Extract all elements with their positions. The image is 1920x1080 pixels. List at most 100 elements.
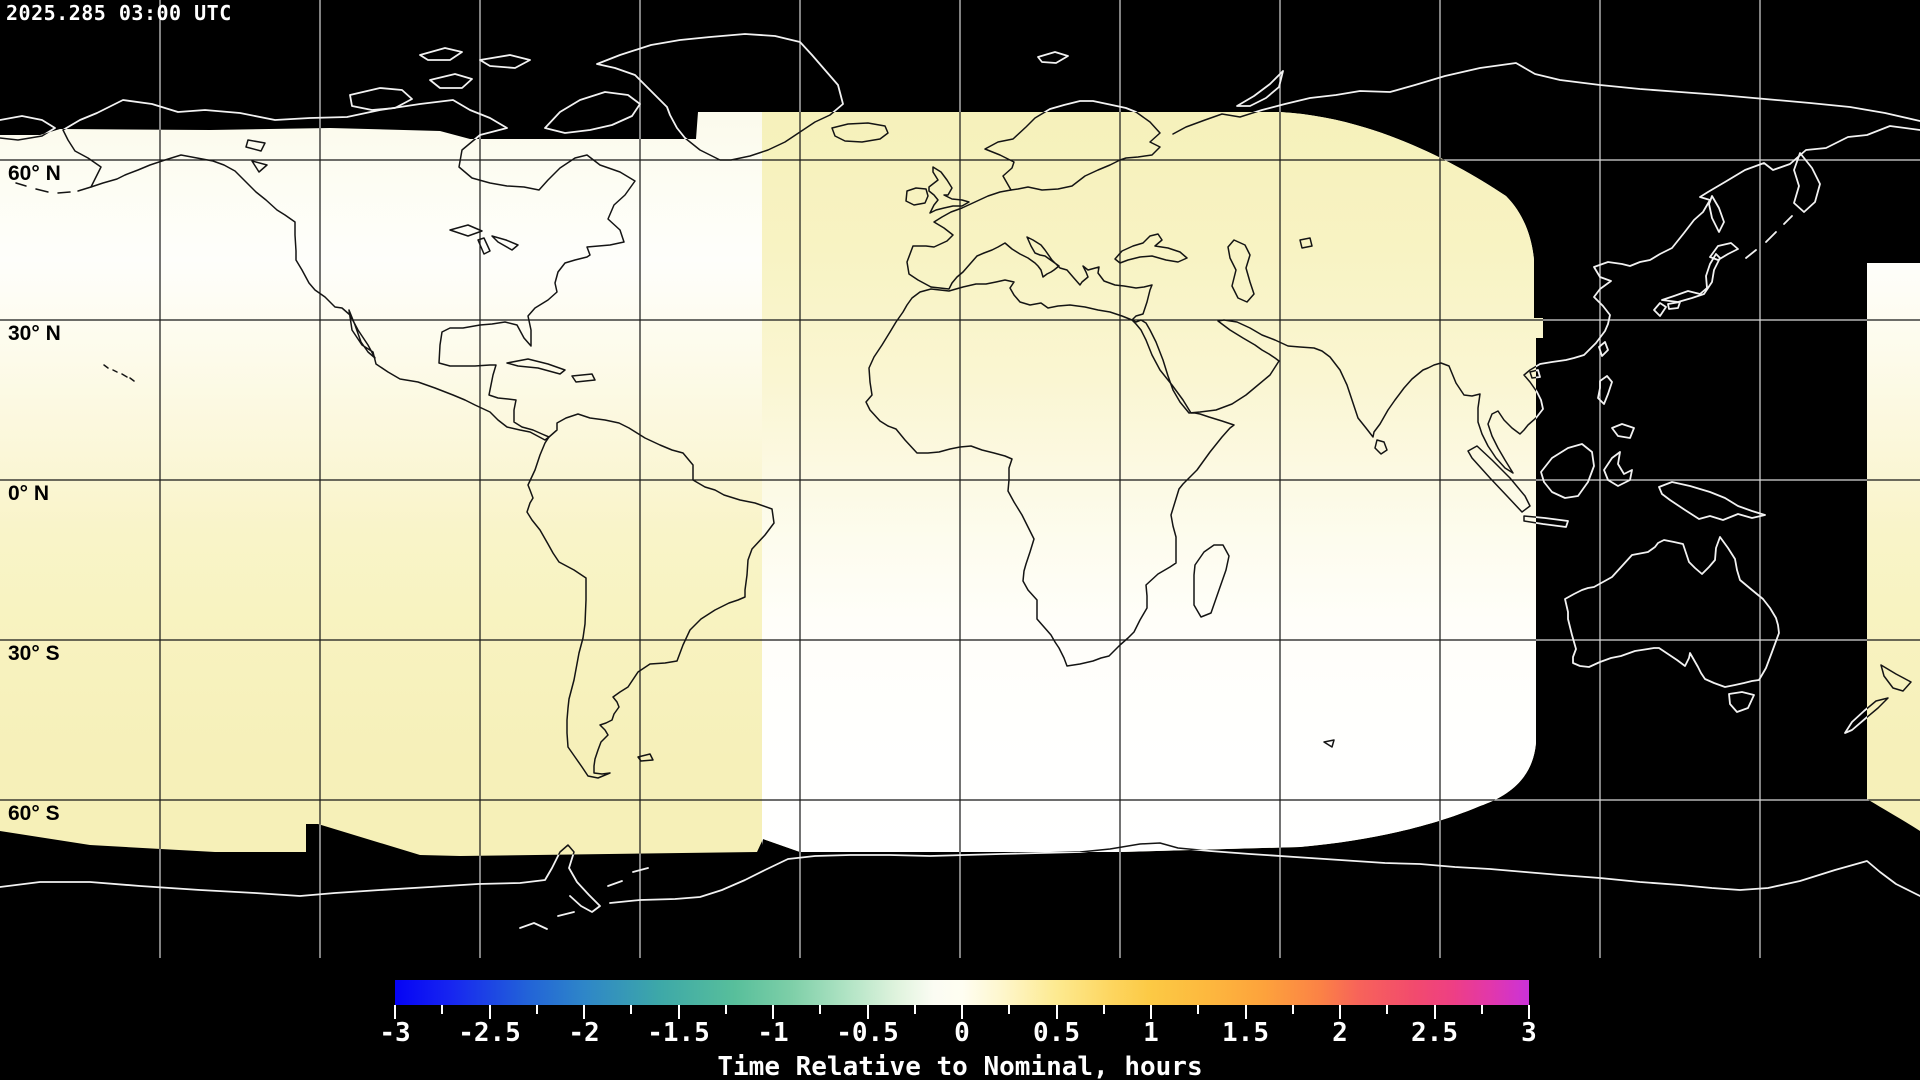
colorbar-tick-label: 0 [954, 1018, 970, 1048]
colorbar-minor-tick [630, 1005, 633, 1014]
coastline-path [1709, 242, 1739, 261]
coastline-path [121, 373, 128, 378]
colorbar-major-tick [488, 1005, 491, 1019]
coastline-path [1172, 112, 1920, 135]
coastline-path [1667, 301, 1681, 310]
coastline-path [506, 358, 566, 375]
colorbar-minor-tick [1197, 1005, 1200, 1014]
coastline-path [831, 122, 889, 143]
coastline-path [0, 844, 601, 913]
coastline-path [251, 160, 268, 173]
coastline-path [609, 842, 1920, 904]
coastline-path [1467, 445, 1531, 513]
colorbar-major-tick [866, 1005, 869, 1019]
colorbar-tick-label: 1 [1143, 1018, 1159, 1048]
coastline-path [112, 369, 118, 373]
coastline-path [1597, 375, 1613, 405]
map-canvas [0, 0, 1920, 958]
coastline-path [1540, 443, 1595, 499]
colorbar-tick-label: 0.5 [1033, 1018, 1080, 1048]
coastline-path [77, 186, 92, 192]
latitude-label: 60° N [8, 162, 61, 185]
coastline-path [1661, 253, 1721, 303]
coastline-path [906, 189, 1012, 288]
coastline-path [984, 112, 1161, 191]
coastline-path [479, 54, 531, 69]
colorbar-legend: -3 -2.5 -2 -1.5 -1 -0.5 0 0.5 1 1.5 2 2.5 3 Time Rel… [0, 960, 1920, 1080]
coastline-path [1745, 249, 1757, 259]
coastline-path [1728, 691, 1755, 713]
colorbar-minor-tick [913, 1005, 916, 1014]
colorbar-title: Time Relative to Nominal, hours [717, 1052, 1203, 1080]
coastline-path [477, 237, 491, 255]
coastline-path [1793, 152, 1821, 213]
latitude-label: 30° S [8, 642, 60, 665]
colorbar-minor-tick [535, 1005, 538, 1014]
coastline-path [607, 880, 623, 887]
colorbar-minor-tick [441, 1005, 444, 1014]
coastline-path [637, 753, 654, 762]
latitude-label: 60° S [8, 802, 60, 825]
coastline-path [1114, 233, 1188, 264]
colorbar-major-tick [961, 1005, 963, 1019]
coastline-path [519, 922, 548, 930]
coastline-path [35, 188, 49, 193]
coastline-path [419, 47, 463, 61]
coastline-path [1708, 195, 1725, 233]
coastline-path [491, 235, 519, 251]
colorbar-tick-label: 2.5 [1411, 1018, 1458, 1048]
coastline-path [571, 373, 596, 383]
coastline-path [1658, 481, 1766, 521]
colorbar-tick-label: -1 [757, 1018, 789, 1048]
coastline-path [1037, 51, 1069, 64]
coastline-path [557, 911, 575, 917]
latitude-label: 30° N [8, 322, 61, 345]
coastline-path [1598, 341, 1609, 357]
coastline-path [449, 224, 483, 237]
coastline-path [1374, 439, 1388, 455]
colorbar-gradient-bar [395, 980, 1529, 1005]
colorbar-tick-label: -2.5 [458, 1018, 521, 1048]
coastline-path [1299, 237, 1313, 249]
colorbar-minor-tick [1386, 1005, 1389, 1014]
coastline-path [1603, 451, 1633, 487]
colorbar-tick-label: -1.5 [647, 1018, 710, 1048]
colorbar-tick-label: 1.5 [1222, 1018, 1269, 1048]
colorbar-minor-tick [1008, 1005, 1011, 1014]
colorbar-major-tick [1055, 1005, 1058, 1019]
latitude-label: 0° N [8, 482, 50, 505]
coastline-path [928, 166, 970, 214]
coastline-path [349, 87, 413, 111]
coastline-path [429, 73, 473, 89]
colorbar-minor-tick [819, 1005, 822, 1014]
coastline-path [1783, 215, 1793, 225]
colorbar-minor-tick [1291, 1005, 1294, 1014]
colorbar-major-tick [1244, 1005, 1247, 1019]
coastline-path [1765, 231, 1777, 243]
coastline-path [245, 139, 266, 152]
coastline-path [62, 112, 636, 441]
colorbar-major-tick [1433, 1005, 1436, 1019]
data-swath-wrap-strip [1867, 263, 1920, 831]
coastline-path [1193, 544, 1230, 618]
coastline-path [1611, 423, 1635, 439]
colorbar-major-tick [677, 1005, 680, 1019]
colorbar-major-tick [1339, 1005, 1341, 1019]
coastline-path [57, 191, 71, 194]
coastline-path [865, 279, 1235, 667]
colorbar-major-tick [394, 1005, 396, 1019]
colorbar-tick-label: -0.5 [836, 1018, 899, 1048]
colorbar-major-tick [583, 1005, 585, 1019]
colorbar-minor-tick [724, 1005, 727, 1014]
coastline-path [1564, 536, 1780, 688]
coastline-path [632, 867, 649, 873]
coastline-path [905, 187, 929, 206]
coastline-path [526, 413, 775, 779]
coastline-path [15, 182, 27, 187]
coastline-path [1227, 239, 1255, 303]
coastline-path [129, 377, 135, 382]
colorbar-minor-tick [1102, 1005, 1105, 1014]
timestamp-label: 2025.285 03:00 UTC [6, 1, 232, 25]
coastline-path [544, 91, 641, 134]
